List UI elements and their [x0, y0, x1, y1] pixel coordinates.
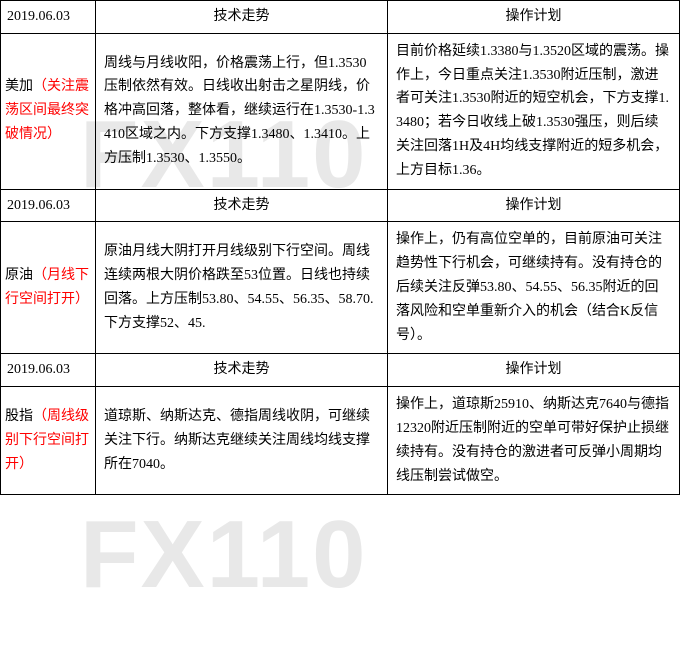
trend-cell: 周线与月线收阳，价格震荡上行，但1.3530压制依然有效。日线收出射击之星阴线，… [96, 33, 388, 189]
table-row: 原油（月线下行空间打开） 原油月线大阴打开月线级别下行空间。周线连续两根大阴价格… [1, 222, 680, 354]
instrument-name: 原油 [5, 268, 33, 283]
date-cell: 2019.06.03 [1, 354, 96, 387]
instrument-label: 原油（月线下行空间打开） [1, 222, 96, 354]
plan-cell: 操作上，仍有高位空单的，目前原油可关注趋势性下行机会，可继续持有。没有持仓的后续… [388, 222, 680, 354]
plan-cell: 目前价格延续1.3380与1.3520区域的震荡。操作上，今日重点关注1.353… [388, 33, 680, 189]
table-row: 美加（关注震荡区间最终突破情况） 周线与月线收阳，价格震荡上行，但1.3530压… [1, 33, 680, 189]
watermark-text: FX110 [80, 500, 368, 610]
plan-cell: 操作上，道琼斯25910、纳斯达克7640与德指12320附近压制附近的空单可带… [388, 387, 680, 495]
trend-cell: 道琼斯、纳斯达克、德指周线收阴，可继续关注下行。纳斯达克继续关注周线均线支撑所在… [96, 387, 388, 495]
col-header-plan: 操作计划 [388, 1, 680, 34]
instrument-name: 股指 [5, 409, 33, 424]
trend-cell: 原油月线大阴打开月线级别下行空间。周线连续两根大阴价格跌至53位置。日线也持续回… [96, 222, 388, 354]
instrument-name: 美加 [5, 79, 33, 94]
table-row: 股指（周线级别下行空间打开） 道琼斯、纳斯达克、德指周线收阴，可继续关注下行。纳… [1, 387, 680, 495]
table-row: 2019.06.03 技术走势 操作计划 [1, 354, 680, 387]
date-cell: 2019.06.03 [1, 1, 96, 34]
table-row: 2019.06.03 技术走势 操作计划 [1, 189, 680, 222]
col-header-plan: 操作计划 [388, 189, 680, 222]
analysis-table: 2019.06.03 技术走势 操作计划 美加（关注震荡区间最终突破情况） 周线… [0, 0, 680, 495]
table-row: 2019.06.03 技术走势 操作计划 [1, 1, 680, 34]
date-cell: 2019.06.03 [1, 189, 96, 222]
instrument-label: 美加（关注震荡区间最终突破情况） [1, 33, 96, 189]
col-header-trend: 技术走势 [96, 354, 388, 387]
instrument-label: 股指（周线级别下行空间打开） [1, 387, 96, 495]
col-header-plan: 操作计划 [388, 354, 680, 387]
col-header-trend: 技术走势 [96, 189, 388, 222]
col-header-trend: 技术走势 [96, 1, 388, 34]
